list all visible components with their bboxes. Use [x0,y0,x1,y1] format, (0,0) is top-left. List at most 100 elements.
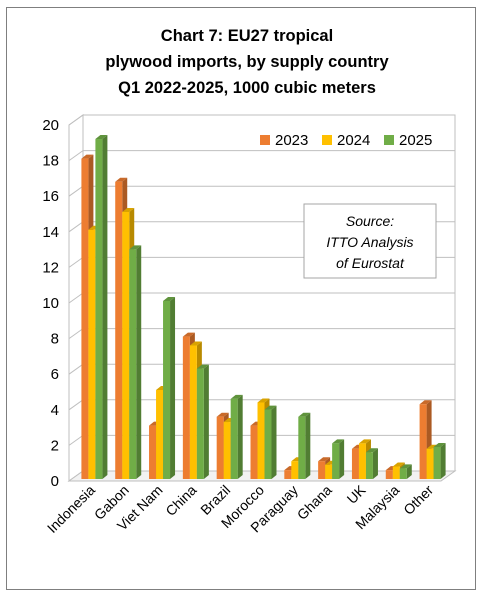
gridline-side [68,185,84,197]
bar-2024 [291,461,299,479]
chart-title-line-1: Chart 7: EU27 tropical [161,27,333,45]
bar-2024 [426,448,434,479]
chart-frame: Chart 7: EU27 tropical plywood imports, … [6,7,476,590]
chart-title-line-3: Q1 2022-2025, 1000 cubic meters [118,79,376,97]
bar-top-2024 [358,439,371,444]
bar-side-2025 [203,364,209,479]
gridline-side [68,221,84,233]
bar-2024 [189,345,197,479]
gridline-side [68,434,84,446]
bar-top-2025 [129,245,142,250]
gridline-side [68,399,84,411]
bar-side-2025 [136,245,142,479]
y-tick-label: 20 [42,117,59,134]
bar-2024 [122,212,130,479]
bar-2023 [216,416,224,479]
bar-top-2023 [216,412,229,417]
bar-top-2024 [257,398,270,403]
bar-top-2023 [318,457,331,462]
legend-swatch-2025 [384,135,394,145]
y-tick-label: 12 [42,259,59,276]
bar-2024 [358,443,366,479]
gridline-side [68,150,84,162]
source-annotation: Source: ITTO Analysis of Eurostat [303,203,437,279]
bar-top-2024 [189,341,202,346]
legend-swatch-2024 [322,135,332,145]
chart-title-line-2: plywood imports, by supply country [105,53,389,71]
bar-2025 [230,398,238,479]
source-line-2: ITTO Analysis [326,234,413,250]
bar-top-2024 [392,462,405,467]
bar-2023 [419,404,427,479]
bar-side-2025 [102,135,108,479]
bar-2025 [95,139,103,479]
bar-2023 [115,181,123,480]
legend-label-2024: 2024 [337,132,370,149]
bar-top-2023 [182,332,195,337]
bar-2025 [433,446,441,479]
x-category-label: Other [400,482,436,518]
y-tick-label: 4 [51,402,59,419]
bar-2024 [392,466,400,479]
bar-top-2025 [230,394,243,399]
y-tick-label: 2 [51,437,59,454]
bar-top-2025 [163,297,176,301]
bar-2025 [129,249,137,479]
source-line-1: Source: [346,213,394,229]
chart-title: Chart 7: EU27 tropical plywood imports, … [105,27,389,97]
bar-2024 [223,422,231,479]
bar-side-2025 [372,448,378,479]
bar-2025 [264,409,272,479]
bar-top-2024 [122,208,135,212]
bar-top-2023 [81,154,94,159]
bar-2023 [385,470,393,479]
bar-2025 [196,368,204,479]
bar-2024 [257,402,265,479]
y-tick-label: 8 [51,331,59,348]
bar-side-2025 [170,297,176,479]
bar-top-2025 [298,412,311,417]
bar-top-2025 [95,135,108,140]
legend-label-2023: 2023 [275,132,308,149]
bar-top-2025 [264,405,277,410]
bar-top-2023 [115,177,128,182]
bar-2025 [332,443,340,479]
gridline-side [68,328,84,340]
chart-canvas: Chart 7: EU27 tropical plywood imports, … [42,27,457,536]
bar-2024 [325,464,333,479]
bar-side-2025 [271,405,277,479]
y-tick-label: 18 [42,153,59,170]
legend-label-2025: 2025 [399,132,432,149]
gridline-side [68,363,84,375]
bar-top-2025 [433,442,446,447]
bar-2023 [351,448,359,479]
y-tick-label: 0 [51,473,59,490]
bar-top-2025 [399,464,412,469]
bar-2025 [399,468,407,479]
bar-2023 [182,336,190,479]
bar-side-2025 [406,464,412,479]
bar-side-2025 [305,412,311,479]
y-tick-label: 16 [42,188,59,205]
bar-2023 [81,158,89,479]
source-box [303,203,437,279]
bar-2024 [88,229,96,479]
bar-2023 [149,425,157,479]
y-tick-label: 10 [42,295,59,312]
bar-2023 [250,425,258,479]
bar-side-2025 [237,394,243,479]
bar-2024 [156,390,164,479]
bar-top-2023 [419,400,432,405]
gridline-side [68,292,84,304]
bar-2025 [365,452,373,479]
bar-side-2025 [440,442,446,479]
y-tick-label: 14 [42,224,59,241]
bar-top-2025 [196,364,209,369]
gridline-side [68,114,84,126]
bar-top-2025 [365,448,378,453]
source-line-3: of Eurostat [336,255,405,271]
x-category-label: China [162,482,199,519]
bar-top-2025 [332,439,345,444]
bar-2023 [318,461,326,479]
